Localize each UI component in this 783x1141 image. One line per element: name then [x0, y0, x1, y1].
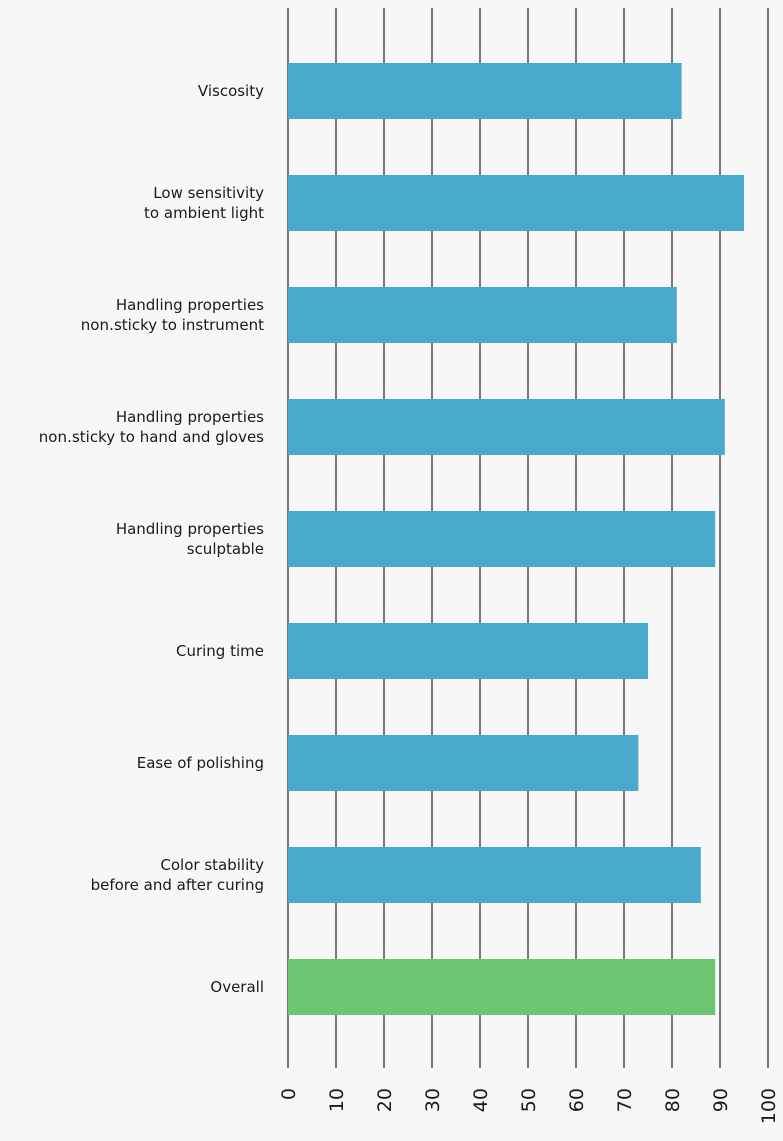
category-label: sculptable	[187, 540, 264, 558]
bar	[288, 63, 682, 119]
x-axis-tick-labels: 0 10 20 30 40 50 60 70 80 90 100	[278, 1088, 780, 1124]
bar	[288, 287, 677, 343]
bar	[288, 959, 716, 1015]
x-tick-label: 90	[710, 1088, 732, 1112]
category-label: Ease of polishing	[137, 754, 264, 772]
bar	[288, 399, 725, 455]
category-label: Handling properties	[116, 408, 264, 426]
bar	[288, 511, 716, 567]
category-labels: Viscosity Low sensitivity to ambient light…	[39, 82, 264, 996]
x-tick-label: 20	[374, 1088, 396, 1112]
bars	[288, 63, 744, 1015]
category-label: Low sensitivity	[153, 184, 264, 202]
x-tick-label: 30	[422, 1088, 444, 1112]
bar	[288, 847, 701, 903]
x-tick-label: 80	[662, 1088, 684, 1112]
x-tick-label: 0	[278, 1088, 300, 1100]
category-label: Color stability	[160, 856, 264, 874]
x-tick-label: 60	[566, 1088, 588, 1112]
category-label: before and after curing	[91, 876, 264, 894]
x-tick-label: 40	[470, 1088, 492, 1112]
category-label: non․sticky to hand and gloves	[39, 428, 264, 446]
bar	[288, 623, 648, 679]
category-label: Handling properties	[116, 296, 264, 314]
category-label: non․sticky to instrument	[81, 316, 264, 334]
bar	[288, 175, 744, 231]
category-label: Viscosity	[198, 82, 264, 100]
category-label: Overall	[210, 978, 264, 996]
x-tick-label: 100	[758, 1088, 780, 1124]
category-label: Handling properties	[116, 520, 264, 538]
x-tick-label: 50	[518, 1088, 540, 1112]
x-tick-label: 70	[614, 1088, 636, 1112]
category-label: to ambient light	[144, 204, 264, 222]
x-tick-label: 10	[326, 1088, 348, 1112]
category-label: Curing time	[176, 642, 264, 660]
bar	[288, 735, 639, 791]
